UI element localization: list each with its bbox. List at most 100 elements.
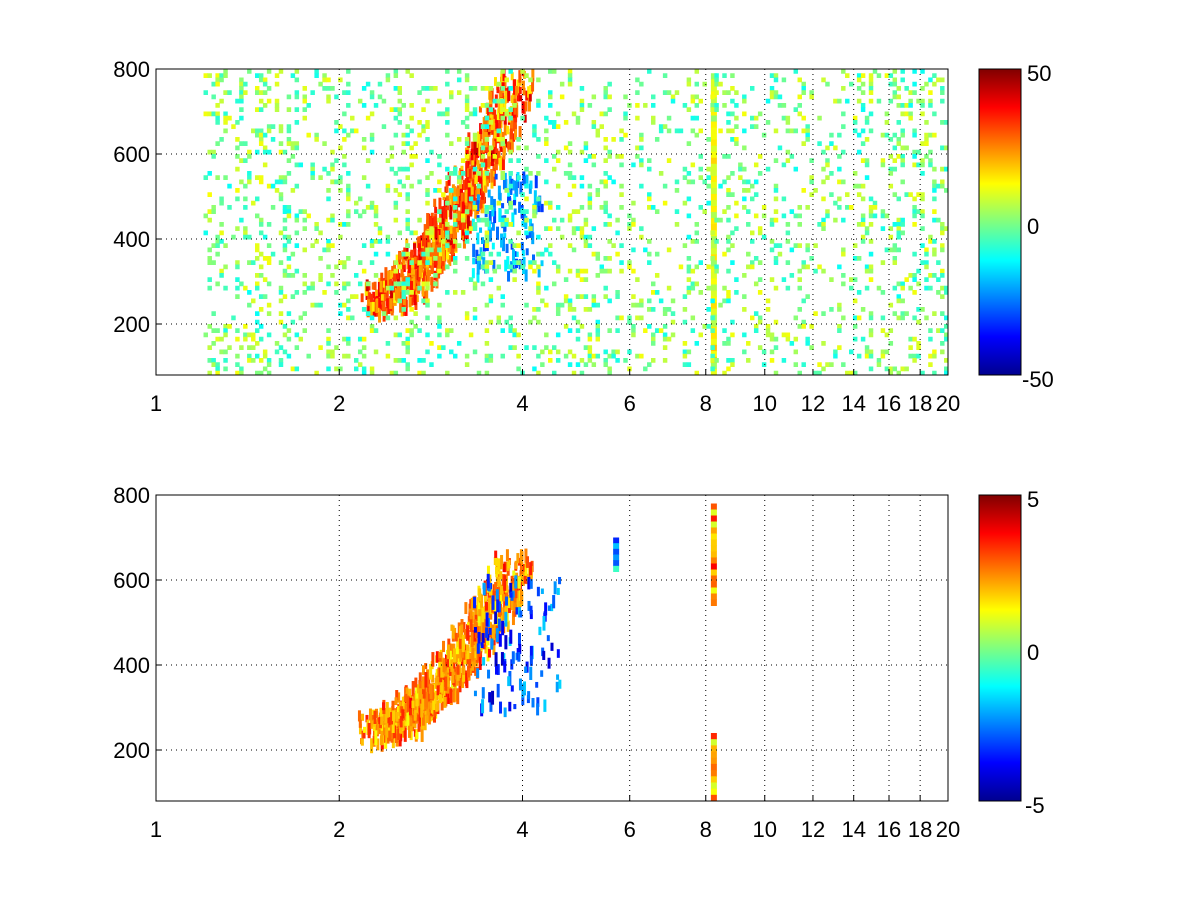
top-speckle-3-cell	[453, 268, 458, 274]
top-speckle-3-cell	[666, 115, 672, 121]
top-speckle-3-cell	[785, 120, 791, 125]
top-speckle-3-cell	[536, 154, 541, 159]
top-speckle-3-cell	[397, 166, 403, 172]
top-band-0-cell	[474, 185, 478, 197]
top-band-0-cell	[502, 69, 506, 81]
top-band-0-cell	[452, 186, 456, 195]
bottom-band-0-cell	[446, 685, 450, 694]
top-speckle-3-cell	[726, 120, 731, 125]
top-patch-1-cell	[504, 259, 508, 272]
bottom-patch-1-cell	[529, 645, 533, 658]
top-speckle-3-cell	[429, 226, 434, 231]
bottom-band-0-cell	[499, 586, 503, 595]
top-speckle-3-cell	[639, 162, 644, 168]
top-speckle-3-cell	[464, 137, 470, 142]
bottom-column-2-cell	[710, 599, 717, 606]
bottom-band-0-cell	[390, 712, 394, 725]
top-speckle-3-cell	[425, 298, 430, 304]
bottom-band-0-cell	[409, 726, 413, 741]
top-speckle-3-cell	[575, 319, 581, 325]
top-speckle-3-cell	[710, 366, 715, 372]
top-speckle-3-cell	[286, 328, 292, 333]
bottom-band-0-cell	[435, 669, 439, 677]
bottom-patch-1-cell	[535, 681, 539, 688]
top-band-0-cell	[500, 98, 504, 114]
top-patch-1-cell	[496, 226, 500, 240]
top-band-0-cell	[434, 227, 438, 240]
top-speckle-3-cell	[310, 302, 315, 308]
top-speckle-3-cell	[258, 98, 264, 104]
top-speckle-3-cell	[397, 107, 403, 112]
bottom-band-0-cell	[415, 705, 419, 722]
top-speckle-3-cell	[686, 362, 692, 367]
top-speckle-3-cell	[928, 90, 933, 95]
top-speckle-3-cell	[476, 370, 482, 375]
top-speckle-3-cell	[670, 332, 676, 338]
top-speckle-3-cell	[476, 256, 482, 261]
top-speckle-3-cell	[282, 149, 288, 155]
top-band-0-cell	[375, 289, 379, 297]
top-band-0-cell	[393, 287, 397, 303]
top-speckle-3-cell	[785, 115, 791, 121]
top-speckle-3-cell	[920, 111, 925, 117]
top-speckle-3-cell	[290, 141, 296, 146]
top-speckle-3-cell	[591, 154, 597, 159]
top-speckle-3-cell	[508, 158, 513, 163]
top-speckle-3-cell	[524, 230, 529, 236]
top-speckle-3-cell	[278, 285, 284, 291]
top-speckle-3-cell	[207, 247, 212, 253]
bottom-column-2-cell	[710, 581, 717, 588]
top-speckle-3-cell	[849, 285, 854, 291]
top-speckle-3-cell	[484, 328, 490, 333]
top-speckle-3-cell	[619, 154, 624, 159]
top-band-0-cell	[493, 140, 497, 155]
bottom-band-0-cell	[499, 594, 503, 605]
top-speckle-3-cell	[805, 294, 810, 299]
bottom-patch-1-cell	[498, 633, 502, 647]
top-patch-1-cell	[521, 220, 525, 227]
top-speckle-3-cell	[662, 307, 668, 312]
top-band-0-cell	[437, 228, 441, 236]
top-speckle-3-cell	[334, 179, 339, 185]
top-speckle-3-cell	[385, 285, 391, 291]
top-speckle-3-cell	[207, 277, 212, 282]
bottom-column-3-cell	[710, 739, 717, 746]
top-speckle-3-cell	[508, 315, 513, 321]
top-speckle-3-cell	[393, 188, 399, 193]
top-speckle-3-cell	[908, 345, 913, 350]
top-speckle-3-cell	[365, 205, 371, 210]
top-speckle-3-cell	[365, 115, 371, 121]
top-speckle-3-cell	[227, 115, 232, 121]
top-speckle-3-cell	[868, 90, 874, 95]
top-speckle-3-cell	[912, 315, 917, 321]
top-band-0-cell	[465, 149, 469, 157]
top-patch-1-cell	[491, 222, 495, 231]
bottom-band-0-cell	[484, 601, 488, 611]
top-speckle-3-cell	[476, 171, 482, 176]
top-speckle-3-cell	[583, 222, 589, 227]
top-speckle-3-cell	[488, 107, 494, 112]
top-speckle-3-cell	[829, 362, 834, 367]
top-speckle-3-cell	[536, 353, 541, 359]
bottom-band-0-cell	[365, 714, 369, 723]
top-speckle-3-cell	[409, 290, 414, 295]
top-speckle-3-cell	[567, 73, 573, 78]
top-speckle-3-cell	[243, 196, 248, 202]
bottom-band-0-cell	[471, 611, 475, 624]
top-speckle-3-cell	[932, 239, 937, 244]
top-speckle-3-cell	[908, 273, 913, 278]
top-patch-1-cell	[491, 242, 495, 250]
top-speckle-3-cell	[797, 243, 802, 248]
top-speckle-3-cell	[552, 260, 557, 265]
top-speckle-3-cell	[437, 324, 442, 329]
top-speckle-3-cell	[397, 120, 403, 125]
top-speckle-3-cell	[326, 264, 331, 270]
top-speckle-3-cell	[286, 336, 292, 342]
bottom-patch-1-cell	[509, 582, 513, 594]
bottom-band-0-cell	[383, 727, 387, 736]
top-speckle-3-cell	[888, 341, 894, 346]
top-speckle-3-cell	[623, 111, 628, 117]
top-speckle-3-cell	[868, 196, 874, 202]
top-speckle-3-cell	[860, 222, 866, 227]
bottom-column-2-cell	[710, 545, 717, 552]
